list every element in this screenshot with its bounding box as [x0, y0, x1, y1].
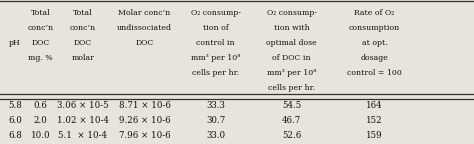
Text: Molar conc’n: Molar conc’n — [118, 9, 171, 17]
Text: dosage: dosage — [361, 54, 388, 62]
Text: mm³ per 10⁸: mm³ per 10⁸ — [267, 69, 316, 77]
Text: optimal dose: optimal dose — [266, 39, 317, 47]
Text: undissociated: undissociated — [117, 24, 172, 32]
Text: 30.7: 30.7 — [206, 116, 225, 125]
Text: mg. %: mg. % — [28, 54, 53, 62]
Text: Total: Total — [73, 9, 93, 17]
Text: cells per hr.: cells per hr. — [268, 84, 315, 92]
Text: Rate of O₂: Rate of O₂ — [355, 9, 394, 17]
Text: O₂ consump-: O₂ consump- — [191, 9, 241, 17]
Text: 52.6: 52.6 — [282, 131, 301, 140]
Text: conc’n: conc’n — [70, 24, 96, 32]
Text: consumption: consumption — [349, 24, 400, 32]
Text: DOC: DOC — [31, 39, 49, 47]
Text: 7.96 × 10-6: 7.96 × 10-6 — [119, 131, 170, 140]
Text: 0.6: 0.6 — [33, 101, 47, 110]
Text: DOC: DOC — [136, 39, 154, 47]
Text: molar: molar — [72, 54, 94, 62]
Text: of DOC in: of DOC in — [272, 54, 311, 62]
Text: tion with: tion with — [273, 24, 310, 32]
Text: 10.0: 10.0 — [30, 131, 50, 140]
Text: 46.7: 46.7 — [282, 116, 301, 125]
Text: 159: 159 — [366, 131, 383, 140]
Text: O₂ consump-: O₂ consump- — [266, 9, 317, 17]
Text: 8.71 × 10-6: 8.71 × 10-6 — [118, 101, 171, 110]
Text: 164: 164 — [366, 101, 383, 110]
Text: 33.3: 33.3 — [206, 101, 225, 110]
Text: at opt.: at opt. — [362, 39, 387, 47]
Text: control in: control in — [196, 39, 235, 47]
Text: 1.02 × 10-4: 1.02 × 10-4 — [57, 116, 109, 125]
Text: pH: pH — [9, 39, 20, 47]
Text: 6.8: 6.8 — [9, 131, 22, 140]
Text: 33.0: 33.0 — [206, 131, 225, 140]
Text: 54.5: 54.5 — [282, 101, 301, 110]
Text: 2.0: 2.0 — [33, 116, 47, 125]
Text: 152: 152 — [366, 116, 383, 125]
Text: DOC: DOC — [74, 39, 92, 47]
Text: 9.26 × 10-6: 9.26 × 10-6 — [119, 116, 170, 125]
Text: conc’n: conc’n — [27, 24, 54, 32]
Text: Total: Total — [30, 9, 50, 17]
Text: tion of: tion of — [203, 24, 228, 32]
Text: 5.8: 5.8 — [9, 101, 22, 110]
Text: 5.1  × 10-4: 5.1 × 10-4 — [58, 131, 108, 140]
Text: mm³ per 10⁸: mm³ per 10⁸ — [191, 54, 240, 62]
Text: control = 100: control = 100 — [347, 69, 402, 77]
Text: cells per hr.: cells per hr. — [192, 69, 239, 77]
Text: 3.06 × 10-5: 3.06 × 10-5 — [57, 101, 109, 110]
Text: 6.0: 6.0 — [9, 116, 22, 125]
